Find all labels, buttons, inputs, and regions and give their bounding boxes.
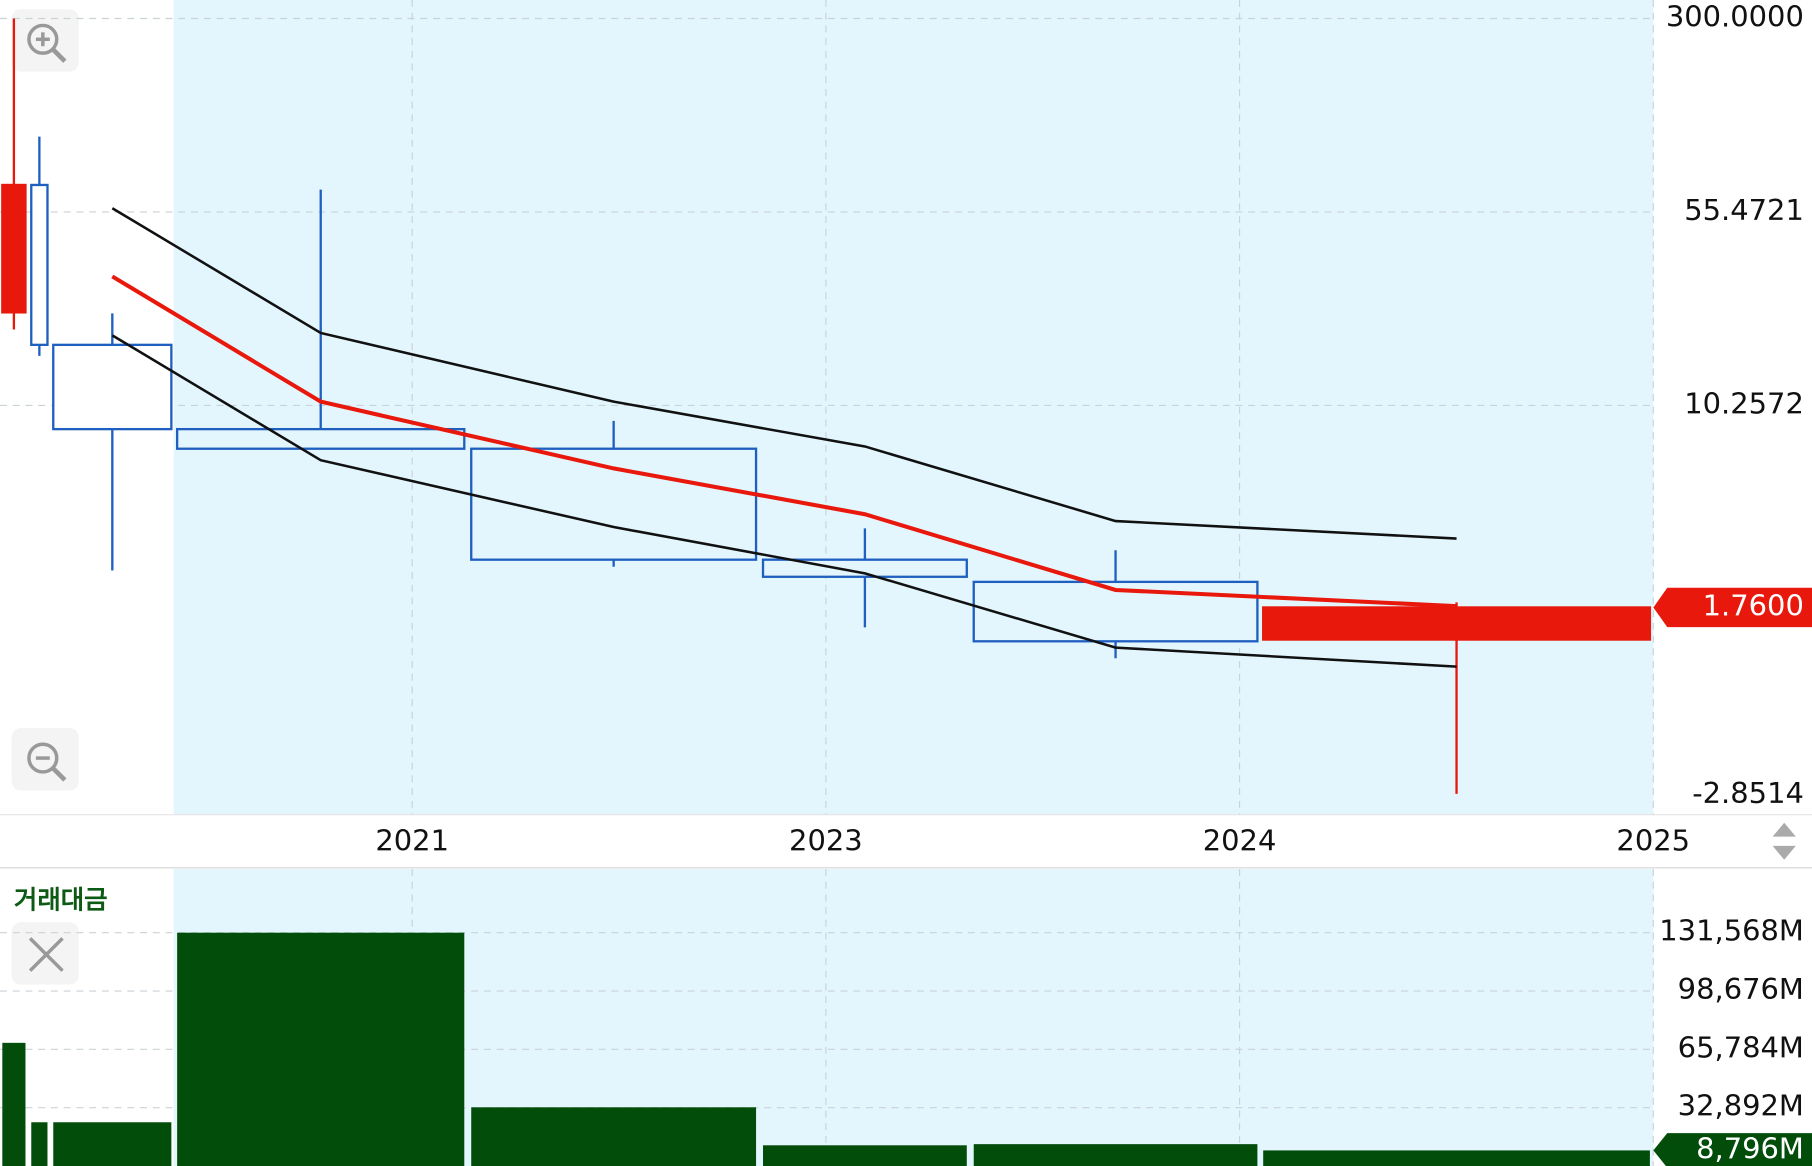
indicator-line xyxy=(111,207,1457,540)
price-tag-label: 1.7600 xyxy=(1703,588,1804,622)
zoom-out[interactable] xyxy=(11,728,79,791)
volume-bar xyxy=(31,1122,48,1166)
candle-body xyxy=(175,427,466,450)
indicator-line xyxy=(111,334,1457,668)
candle-body xyxy=(30,183,49,347)
indicator-line xyxy=(111,274,1457,609)
y-tick-label: 300.0000 xyxy=(1666,0,1804,33)
candle-body xyxy=(1,183,27,314)
y-axis-bottom-label: -2.8514 xyxy=(1692,776,1804,810)
x-tick-label: 2023 xyxy=(789,823,863,857)
volume-bar xyxy=(177,932,465,1166)
volume-bar xyxy=(973,1144,1258,1166)
volume-bar xyxy=(1263,1150,1650,1166)
candle-body xyxy=(1262,606,1652,641)
zoom-in[interactable] xyxy=(11,9,79,72)
x-tick-label: 2025 xyxy=(1616,823,1690,857)
price-tag xyxy=(1653,587,1812,628)
close-panel[interactable] xyxy=(11,922,79,985)
axis-scroll[interactable] xyxy=(1772,822,1796,860)
volume-bar xyxy=(2,1042,26,1166)
volume-bar xyxy=(53,1122,172,1166)
y-tick-label: 10.2572 xyxy=(1684,386,1804,420)
x-tick-label: 2021 xyxy=(375,823,449,857)
candle-body xyxy=(52,343,173,431)
volume-title: 거래대금 xyxy=(14,884,108,914)
y-tick-label: 55.4721 xyxy=(1684,193,1804,227)
y-tick-label: 98,676M xyxy=(1678,972,1804,1006)
value-tag-label: 8,796M xyxy=(1696,1131,1804,1165)
y-tick-label: 32,892M xyxy=(1678,1089,1804,1123)
y-tick-label: 65,784M xyxy=(1678,1030,1804,1064)
x-tick-label: 2024 xyxy=(1203,823,1277,857)
volume-bar xyxy=(471,1107,757,1166)
volume-bar xyxy=(763,1145,967,1166)
y-tick-label: 131,568M xyxy=(1659,914,1804,948)
plot-background xyxy=(173,0,1654,815)
value-tag xyxy=(1653,1133,1812,1166)
